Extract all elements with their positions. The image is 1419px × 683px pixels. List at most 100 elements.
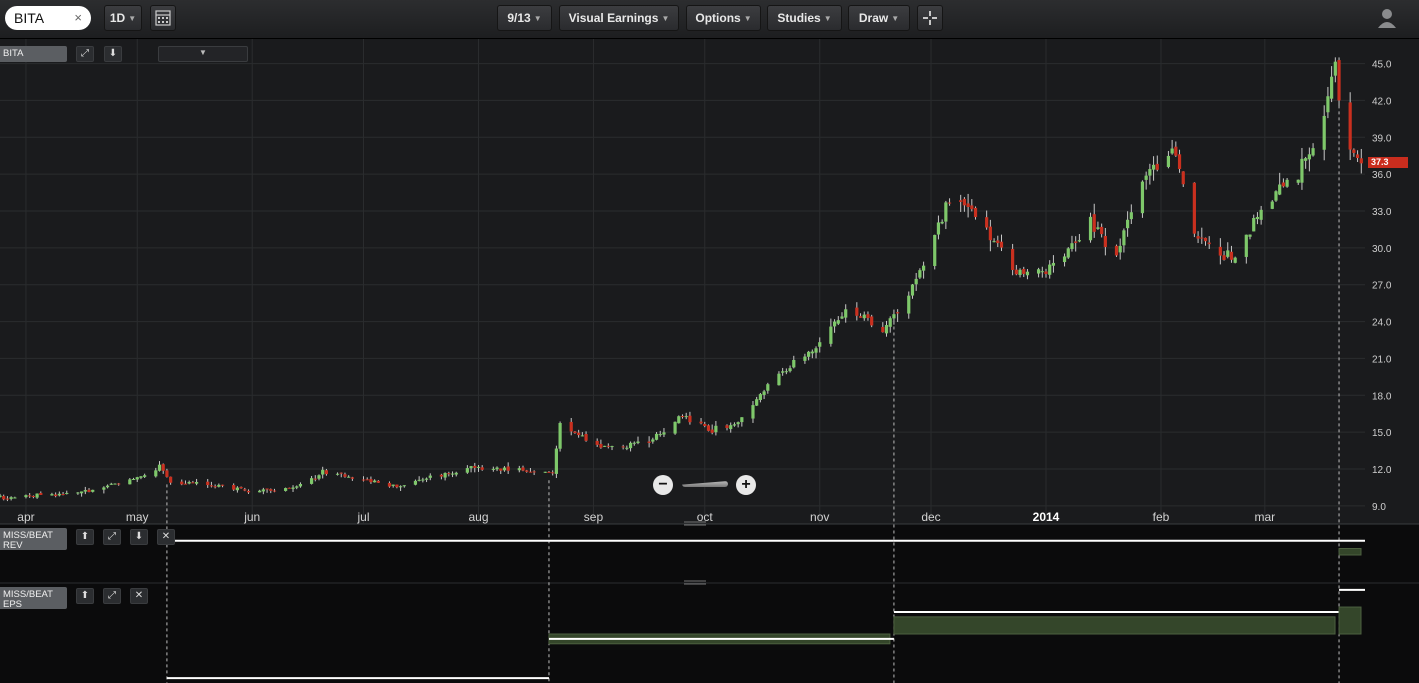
maximize-icon[interactable]: ⤢: [103, 588, 121, 604]
candle-body: [1174, 146, 1178, 156]
candle-body: [387, 482, 392, 487]
candle-body: [376, 480, 380, 483]
candle-body: [61, 494, 65, 496]
candle-body: [1018, 269, 1022, 275]
candle-body: [476, 466, 481, 468]
candle-body: [699, 421, 703, 424]
maximize-icon[interactable]: ⤢: [103, 529, 121, 545]
candle-body: [1355, 154, 1360, 159]
candle-body: [595, 440, 599, 445]
caret-down-icon: ▼: [533, 13, 542, 23]
x-tick-label: may: [126, 510, 149, 524]
candle-body: [83, 490, 87, 492]
move-down-icon[interactable]: ⬇: [104, 46, 122, 62]
maximize-icon[interactable]: ⤢: [76, 46, 94, 62]
candle-body: [988, 226, 992, 241]
move-down-icon[interactable]: ⬇: [130, 529, 148, 545]
candle-body: [24, 495, 28, 498]
candle-body: [651, 439, 655, 442]
candle-body: [662, 432, 666, 435]
visual-earnings-dropdown[interactable]: Visual Earnings ▼: [559, 5, 679, 31]
crosshair-button[interactable]: [917, 5, 943, 31]
candle-body: [1144, 175, 1148, 180]
candle-body: [473, 465, 477, 468]
draw-dropdown[interactable]: Draw ▼: [848, 5, 910, 31]
x-tick-label: sep: [584, 510, 604, 524]
candle-body: [814, 348, 818, 353]
rev-pane-label[interactable]: MISS/BEAT REV: [0, 528, 67, 551]
candle-body: [284, 488, 288, 491]
candle-body: [1296, 179, 1300, 183]
candle-body: [1148, 169, 1152, 176]
zoom-out-button[interactable]: −: [653, 475, 673, 495]
symbol-input[interactable]: BITA ×: [5, 6, 91, 30]
x-tick-label: aug: [468, 510, 488, 524]
candle-body: [610, 446, 614, 448]
candle-body: [703, 423, 707, 426]
candle-body: [818, 342, 822, 347]
candle-body: [910, 284, 915, 296]
options-dropdown[interactable]: Options ▼: [686, 5, 761, 31]
main-pane-label[interactable]: BITA: [0, 46, 67, 62]
candle-body: [1326, 96, 1330, 113]
date-dropdown[interactable]: 9/13 ▼: [497, 5, 552, 31]
studies-dropdown[interactable]: Studies ▼: [767, 5, 842, 31]
candle-body: [1036, 269, 1041, 274]
candle-body: [810, 351, 814, 354]
candle-body: [777, 373, 781, 386]
calendar-icon[interactable]: [150, 5, 176, 31]
candle-body: [732, 424, 737, 426]
clear-icon[interactable]: ×: [74, 10, 82, 25]
candle-body: [54, 494, 58, 497]
zoom-in-button[interactable]: +: [736, 475, 756, 495]
candle-body: [1192, 182, 1196, 234]
candle-body: [1126, 219, 1130, 229]
candle-body: [469, 466, 473, 469]
interval-dropdown[interactable]: 1D ▼: [104, 5, 142, 31]
candle-body: [209, 485, 214, 487]
move-up-icon[interactable]: ⬆: [76, 588, 94, 604]
candle-body: [677, 416, 681, 424]
candle-body: [428, 475, 432, 478]
candle-body: [495, 467, 499, 470]
zoom-slider[interactable]: [682, 481, 728, 487]
candle-body: [525, 470, 529, 472]
candle-body: [1025, 271, 1030, 276]
price-chart[interactable]: 9.0 12.0 15.0 18.0 21.0 24.0 27.0 30.0 33.0 36.0 3…: [0, 39, 1419, 683]
candle-body: [1100, 226, 1104, 235]
candle-body: [1166, 155, 1171, 167]
candle-body: [443, 472, 447, 478]
y-tick-label: 21.0: [1372, 354, 1392, 365]
candle-body: [573, 431, 577, 434]
close-icon[interactable]: ✕: [157, 529, 175, 545]
candle-body: [269, 489, 273, 491]
candle-body: [521, 467, 525, 471]
study-dropdown[interactable]: ▼: [158, 46, 248, 62]
candle-body: [547, 471, 551, 473]
candle-body: [888, 318, 892, 327]
main-pane-background: [0, 39, 1419, 524]
candle-body: [491, 468, 495, 470]
candle-body: [102, 487, 106, 490]
candle-body: [1226, 250, 1230, 257]
candle-body: [996, 240, 1000, 244]
candle-body: [1096, 227, 1100, 229]
close-icon[interactable]: ✕: [130, 588, 148, 604]
eps-pane-label[interactable]: MISS/BEAT EPS: [0, 587, 67, 610]
candle-body: [680, 416, 685, 418]
candle-body: [339, 472, 343, 474]
candle-body: [373, 480, 377, 483]
user-icon[interactable]: [1376, 7, 1398, 29]
candle-body: [31, 495, 35, 497]
candle-body: [361, 479, 366, 481]
candle-body: [781, 371, 785, 373]
candle-body: [246, 490, 251, 493]
candle-body: [506, 466, 510, 471]
x-tick-label: oct: [697, 510, 714, 524]
candle-body: [973, 207, 978, 218]
studies-label: Studies: [777, 11, 821, 25]
candle-body: [309, 478, 314, 484]
candle-body: [220, 484, 225, 486]
y-tick-label: 30.0: [1372, 244, 1392, 255]
move-up-icon[interactable]: ⬆: [76, 529, 94, 545]
